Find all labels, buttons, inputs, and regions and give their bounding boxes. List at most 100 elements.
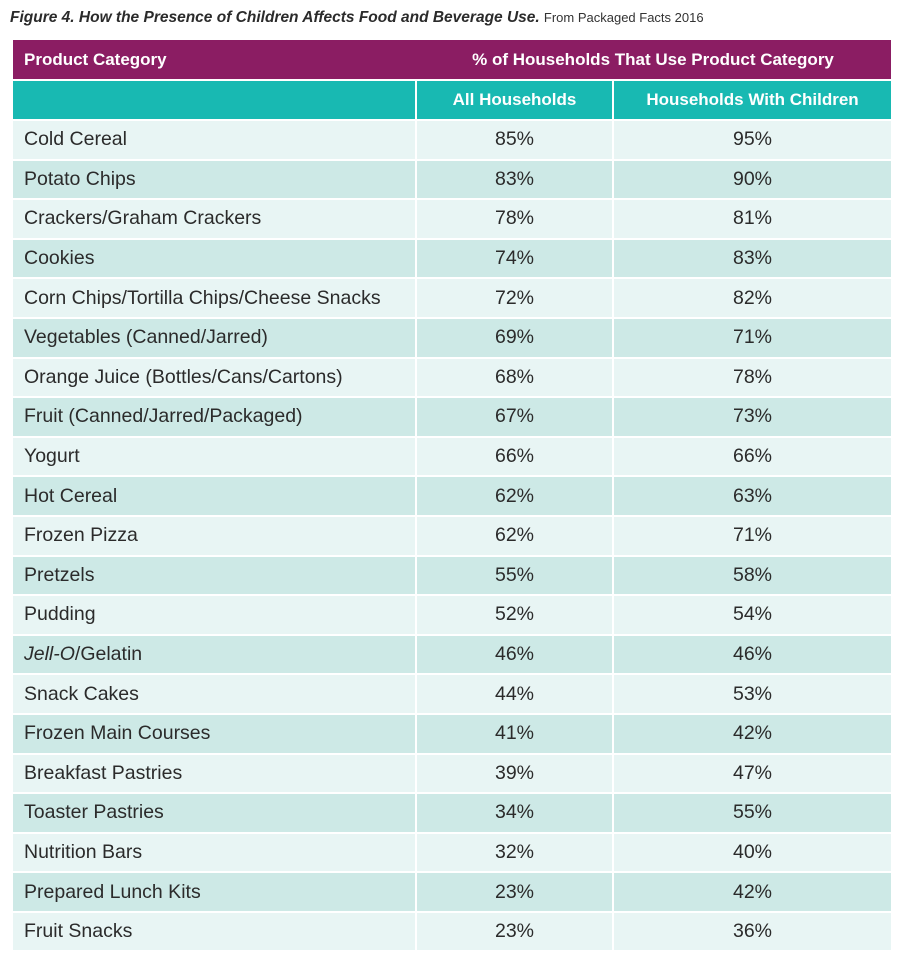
category-label: Prepared Lunch Kits bbox=[24, 880, 201, 903]
category-label: Crackers/Graham Crackers bbox=[24, 207, 262, 230]
category-label: Yogurt bbox=[24, 445, 80, 468]
cell-households-children: 73% bbox=[612, 396, 892, 436]
cell-households-children: 63% bbox=[612, 475, 892, 515]
table-row: Potato Chips 83% 90% bbox=[13, 158, 892, 199]
category-label: Potato Chips bbox=[24, 167, 136, 190]
cell-all-households: 62% bbox=[415, 475, 612, 515]
cell-households-children: 40% bbox=[612, 831, 892, 872]
cell-category: Frozen Pizza bbox=[13, 514, 415, 555]
cell-category: Potato Chips bbox=[13, 158, 415, 199]
table-row: Pretzels 55% 58% bbox=[13, 554, 892, 595]
table-row: Orange Juice (Bottles/Cans/Cartons) 68% 78… bbox=[13, 356, 892, 397]
cell-all-households: 66% bbox=[415, 435, 612, 476]
cell-all-households: 32% bbox=[415, 831, 612, 872]
cell-households-children: 78% bbox=[612, 356, 892, 397]
table-row: Corn Chips/Tortilla Chips/Cheese Snacks 7… bbox=[13, 277, 892, 317]
category-label: Corn Chips/Tortilla Chips/Cheese Snacks bbox=[24, 286, 381, 309]
header-blank bbox=[13, 79, 415, 119]
cell-all-households: 34% bbox=[415, 792, 612, 832]
usage-table: Product Category % of Households That Us… bbox=[13, 40, 892, 951]
cell-all-households: 55% bbox=[415, 554, 612, 595]
category-label: Fruit (Canned/Jarred/Packaged) bbox=[24, 405, 303, 428]
cell-all-households: 78% bbox=[415, 198, 612, 238]
table-row: Pudding 52% 54% bbox=[13, 594, 892, 634]
cell-households-children: 83% bbox=[612, 237, 892, 278]
table-row: Toaster Pastries 34% 55% bbox=[13, 792, 892, 832]
figure-source: From Packaged Facts 2016 bbox=[543, 10, 704, 25]
cell-households-children: 71% bbox=[612, 514, 892, 555]
cell-all-households: 85% bbox=[415, 119, 612, 159]
category-label: Cookies bbox=[24, 247, 95, 270]
cell-households-children: 47% bbox=[612, 752, 892, 793]
cell-all-households: 52% bbox=[415, 594, 612, 634]
category-label: Toaster Pastries bbox=[24, 801, 164, 824]
category-label: Pretzels bbox=[24, 563, 95, 586]
category-label: Vegetables (Canned/Jarred) bbox=[24, 326, 268, 349]
header-product-category: Product Category bbox=[13, 40, 415, 79]
cell-category: Cookies bbox=[13, 237, 415, 278]
table-row: Frozen Pizza 62% 71% bbox=[13, 514, 892, 555]
cell-category: Fruit Snacks bbox=[13, 910, 415, 951]
figure-caption: Figure 4. How the Presence of Children A… bbox=[10, 8, 892, 28]
cell-households-children: 58% bbox=[612, 554, 892, 595]
table-row: Cold Cereal 85% 95% bbox=[13, 119, 892, 159]
category-label: Orange Juice (Bottles/Cans/Cartons) bbox=[24, 365, 343, 388]
category-label: Jell-O bbox=[24, 643, 75, 666]
cell-all-households: 69% bbox=[415, 316, 612, 357]
table-row: Yogurt 66% 66% bbox=[13, 435, 892, 476]
figure-title: Figure 4. How the Presence of Children A… bbox=[10, 9, 540, 26]
category-label: Snack Cakes bbox=[24, 682, 139, 705]
table-row: Nutrition Bars 32% 40% bbox=[13, 831, 892, 872]
cell-category: Prepared Lunch Kits bbox=[13, 871, 415, 911]
cell-category: Breakfast Pastries bbox=[13, 752, 415, 793]
cell-households-children: 46% bbox=[612, 633, 892, 674]
header-household-usage: % of Households That Use Product Categor… bbox=[415, 40, 892, 79]
cell-category: Fruit (Canned/Jarred/Packaged) bbox=[13, 396, 415, 436]
cell-households-children: 55% bbox=[612, 792, 892, 832]
table-row: Cookies 74% 83% bbox=[13, 237, 892, 278]
cell-category: Hot Cereal bbox=[13, 475, 415, 515]
cell-households-children: 71% bbox=[612, 316, 892, 357]
category-label: Cold Cereal bbox=[24, 128, 127, 151]
header-households-children: Households With Children bbox=[612, 79, 892, 119]
category-label: Fruit Snacks bbox=[24, 920, 133, 943]
cell-category: Orange Juice (Bottles/Cans/Cartons) bbox=[13, 356, 415, 397]
cell-category: Cold Cereal bbox=[13, 119, 415, 159]
cell-households-children: 54% bbox=[612, 594, 892, 634]
cell-all-households: 39% bbox=[415, 752, 612, 793]
table-row: Prepared Lunch Kits 23% 42% bbox=[13, 871, 892, 911]
cell-households-children: 42% bbox=[612, 871, 892, 911]
cell-all-households: 67% bbox=[415, 396, 612, 436]
category-label: Frozen Pizza bbox=[24, 524, 138, 547]
cell-households-children: 66% bbox=[612, 435, 892, 476]
cell-category: Toaster Pastries bbox=[13, 792, 415, 832]
table-row: Snack Cakes 44% 53% bbox=[13, 673, 892, 713]
cell-all-households: 46% bbox=[415, 633, 612, 674]
cell-category: Nutrition Bars bbox=[13, 831, 415, 872]
header-row-sub: All Households Households With Children bbox=[13, 79, 892, 119]
cell-all-households: 68% bbox=[415, 356, 612, 397]
table-row: Frozen Main Courses 41% 42% bbox=[13, 712, 892, 753]
cell-households-children: 81% bbox=[612, 198, 892, 238]
cell-all-households: 23% bbox=[415, 871, 612, 911]
cell-category: Corn Chips/Tortilla Chips/Cheese Snacks bbox=[13, 277, 415, 317]
table-body: Cold Cereal 85% 95% Potato Chips 83% 90% Crack… bbox=[13, 119, 892, 951]
table-row: Breakfast Pastries 39% 47% bbox=[13, 752, 892, 793]
category-label: Breakfast Pastries bbox=[24, 761, 183, 784]
cell-all-households: 62% bbox=[415, 514, 612, 555]
table-row: Vegetables (Canned/Jarred) 69% 71% bbox=[13, 316, 892, 357]
cell-all-households: 44% bbox=[415, 673, 612, 713]
cell-all-households: 23% bbox=[415, 910, 612, 951]
header-row-top: Product Category % of Households That Us… bbox=[13, 40, 892, 79]
cell-households-children: 36% bbox=[612, 910, 892, 951]
cell-category: Snack Cakes bbox=[13, 673, 415, 713]
category-label-suffix: /Gelatin bbox=[74, 643, 143, 666]
cell-all-households: 74% bbox=[415, 237, 612, 278]
cell-category: Frozen Main Courses bbox=[13, 712, 415, 753]
header-all-households: All Households bbox=[415, 79, 612, 119]
category-label: Hot Cereal bbox=[24, 484, 118, 507]
cell-category: Jell-O/Gelatin bbox=[13, 633, 415, 674]
cell-households-children: 42% bbox=[612, 712, 892, 753]
cell-all-households: 83% bbox=[415, 158, 612, 199]
table-row: Fruit Snacks 23% 36% bbox=[13, 910, 892, 951]
